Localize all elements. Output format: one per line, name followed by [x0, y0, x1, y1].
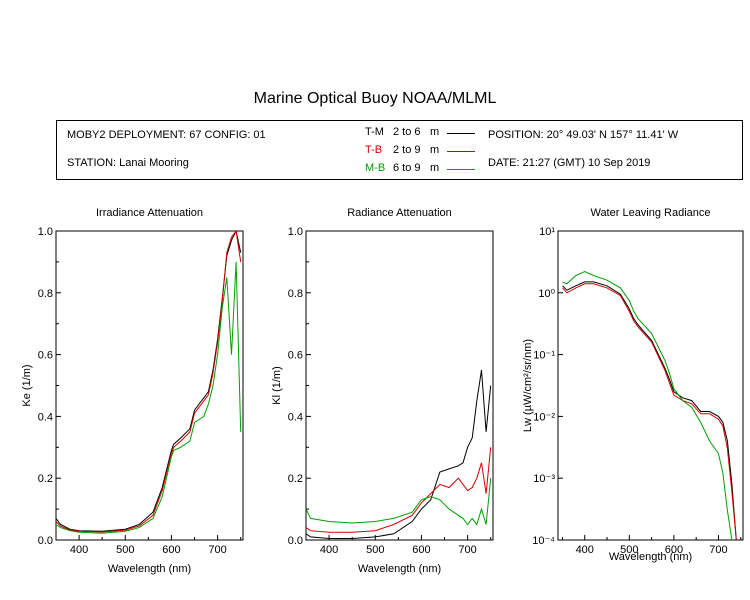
chart-panel: Water Leaving Radiance Wavelength (nm) Lw … — [522, 207, 744, 563]
y-tick-label: 10¹ — [539, 226, 555, 238]
x-axis-label: Wavelength (nm) — [609, 551, 692, 563]
legend-unit: m — [430, 126, 440, 138]
x-tick-label: 700 — [458, 544, 476, 556]
legend-unit: m — [430, 162, 440, 174]
y-tick-label: 10⁻² — [533, 411, 555, 423]
y-tick-label: 0.8 — [38, 288, 53, 300]
chart-title: Irradiance Attenuation — [96, 207, 203, 219]
legend-range: 6 to 9 — [393, 162, 421, 174]
x-tick-label: 700 — [208, 544, 226, 556]
legend-code: T-B — [365, 144, 383, 156]
x-axis-label: Wavelength (nm) — [358, 563, 441, 575]
y-tick-label: 0.2 — [288, 473, 303, 485]
y-axis-label: Kl (1/m) — [271, 366, 283, 405]
series-line-t-b — [306, 447, 492, 533]
plot-frame — [557, 230, 744, 541]
series-line-t-b — [562, 283, 737, 540]
x-tick-label: 400 — [576, 544, 594, 556]
legend-unit: m — [430, 144, 440, 156]
y-tick-label: 10⁻³ — [533, 473, 555, 485]
x-tick-label: 400 — [320, 544, 338, 556]
y-tick-label: 0.6 — [38, 350, 53, 362]
deployment-text: MOBY2 DEPLOYMENT: 67 CONFIG: 01 — [67, 129, 266, 141]
chart-title: Radiance Attenuation — [347, 207, 452, 219]
series-line-m-b — [562, 271, 733, 540]
y-tick-label: 1.0 — [38, 226, 53, 238]
y-tick-label: 0.8 — [288, 288, 303, 300]
legend-line — [447, 133, 475, 134]
legend-range: 2 to 9 — [393, 144, 421, 156]
y-tick-label: 0.6 — [288, 350, 303, 362]
position-text: POSITION: 20° 49.03' N 157° 11.41' W — [488, 129, 679, 141]
info-box: MOBY2 DEPLOYMENT: 67 CONFIG: 01 STATION:… — [56, 120, 743, 180]
page-title: Marine Optical Buoy NOAA/MLML — [253, 90, 497, 107]
y-tick-label: 1.0 — [288, 226, 303, 238]
x-tick-label: 500 — [366, 544, 384, 556]
y-tick-label: 0.0 — [38, 535, 53, 547]
y-tick-label: 10⁻⁴ — [532, 535, 555, 547]
y-tick-label: 0.4 — [38, 411, 53, 423]
y-tick-label: 0.4 — [288, 411, 303, 423]
legend-line — [447, 169, 475, 170]
plot-frame — [55, 230, 244, 541]
x-tick-label: 600 — [162, 544, 180, 556]
chart-title: Water Leaving Radiance — [590, 207, 710, 219]
x-tick-label: 700 — [709, 544, 727, 556]
station-text: STATION: Lanai Mooring — [67, 157, 189, 169]
legend-line — [447, 151, 475, 152]
series-line-t-b — [56, 231, 242, 533]
x-tick-label: 600 — [665, 544, 683, 556]
legend-code: T-M — [365, 126, 384, 138]
x-tick-label: 500 — [116, 544, 134, 556]
y-tick-label: 0.2 — [38, 473, 53, 485]
series-line-m-b — [56, 261, 242, 534]
series-line-t-m — [562, 281, 737, 540]
series-line-t-m — [306, 369, 492, 539]
x-tick-label: 600 — [412, 544, 430, 556]
legend-code: M-B — [365, 162, 386, 174]
series-line-m-b — [306, 478, 492, 526]
y-tick-label: 0.0 — [288, 535, 303, 547]
legend-range: 2 to 6 — [393, 126, 421, 138]
x-axis-label: Wavelength (nm) — [108, 563, 191, 575]
y-tick-label: 10⁻¹ — [533, 350, 555, 362]
plot-frame — [305, 230, 494, 541]
x-tick-label: 500 — [620, 544, 638, 556]
x-tick-label: 400 — [70, 544, 88, 556]
y-axis-label: Ke (1/m) — [21, 364, 33, 406]
series-line-t-m — [56, 231, 242, 532]
chart-panel: Radiance Attenuation Wavelength (nm) Kl (1… — [271, 207, 494, 575]
date-text: DATE: 21:27 (GMT) 10 Sep 2019 — [488, 157, 651, 169]
chart-panel: Irradiance Attenuation Wavelength (nm) Ke … — [21, 207, 244, 575]
y-axis-label: Lw (µW/cm²/sr/nm) — [522, 339, 534, 432]
y-tick-label: 10⁰ — [538, 288, 555, 300]
